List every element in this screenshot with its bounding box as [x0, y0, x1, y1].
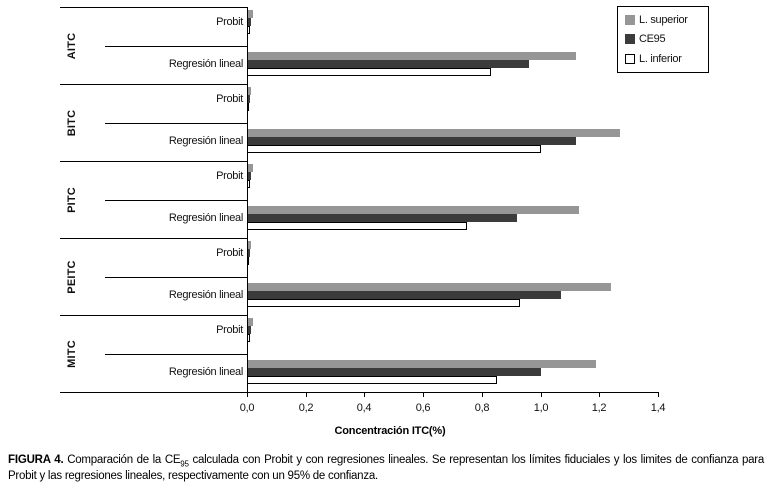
bar-l-superior: [247, 52, 576, 60]
bar-l-inferior: [247, 68, 491, 76]
group-label-peitc: PEITC: [66, 260, 78, 294]
row-label: Regresión lineal: [168, 212, 243, 224]
plot-top-border: [60, 7, 247, 8]
bar-ce95: [247, 326, 251, 334]
legend-label: L. inferior: [639, 53, 682, 66]
bar-ce95: [247, 95, 250, 103]
bar-l-superior: [247, 283, 611, 291]
x-axis-tick: [423, 392, 424, 397]
y-axis-line: [247, 7, 248, 392]
bar-ce95: [247, 291, 561, 299]
row-separator-line: [105, 123, 247, 124]
row-label: Probit: [216, 16, 243, 28]
row-label: Probit: [216, 324, 243, 336]
bar-l-superior: [247, 87, 251, 95]
group-label-pitc: PITC: [66, 187, 78, 213]
group-label-mitc: MITC: [66, 340, 78, 368]
legend-item: L. inferior: [618, 53, 708, 65]
row-separator-line: [105, 354, 247, 355]
group-separator-line: [60, 84, 247, 85]
row-separator-line: [105, 46, 247, 47]
legend-swatch-icon: [625, 54, 635, 65]
group-separator-line: [60, 315, 247, 316]
row-label: Regresión lineal: [168, 135, 243, 147]
bar-l-superior: [247, 318, 253, 326]
figure-caption: FIGURA 4. Comparación de la CE95 calcula…: [8, 453, 764, 485]
group-separator-line: [60, 238, 247, 239]
legend-label: L. superior: [639, 13, 688, 26]
bar-ce95: [247, 18, 251, 26]
legend-swatch-icon: [625, 34, 635, 45]
x-tick-label: 1,4: [650, 402, 666, 414]
x-axis-tick: [541, 392, 542, 397]
x-tick-label: 0,6: [415, 402, 431, 414]
x-tick-label: 1,0: [533, 402, 549, 414]
bar-l-inferior: [247, 222, 467, 230]
x-axis-line: [60, 392, 658, 393]
x-tick-label: 0,0: [239, 402, 255, 414]
bar-chart: Concentración ITC(%) L. superior CE95 L. i…: [60, 6, 709, 437]
x-tick-label: 0,4: [356, 402, 372, 414]
legend-item: CE95: [618, 33, 708, 45]
bar-l-superior: [247, 360, 596, 368]
row-label: Probit: [216, 247, 243, 259]
group-label-bitc: BITC: [66, 109, 78, 137]
row-separator-line: [105, 277, 247, 278]
row-separator-line: [105, 200, 247, 201]
bar-l-superior: [247, 129, 620, 137]
caption-figure-number: FIGURA 4.: [8, 454, 64, 466]
legend-swatch-icon: [625, 14, 635, 25]
row-label: Regresión lineal: [168, 289, 243, 301]
x-axis-title: Concentración ITC(%): [334, 425, 446, 437]
row-label: Regresión lineal: [168, 58, 243, 70]
x-tick-label: 0,8: [474, 402, 490, 414]
caption-text-after-subscript: calculada con Probit y con regresiones l…: [8, 454, 764, 482]
bar-ce95: [247, 368, 541, 376]
bar-l-inferior: [247, 145, 541, 153]
bar-ce95: [247, 172, 251, 180]
caption-text-before-subscript: Comparación de la CE: [63, 454, 181, 466]
x-axis-tick: [364, 392, 365, 397]
bar-l-superior: [247, 164, 253, 172]
x-tick-label: 0,2: [298, 402, 314, 414]
row-label: Regresión lineal: [168, 366, 243, 378]
chart-legend: L. superior CE95 L. inferior: [617, 6, 709, 73]
bar-l-superior: [247, 241, 251, 249]
x-tick-label: 1,2: [591, 402, 607, 414]
x-axis-tick: [599, 392, 600, 397]
legend-label: CE95: [639, 33, 666, 46]
bar-ce95: [247, 249, 250, 257]
x-axis-tick: [306, 392, 307, 397]
group-separator-line: [60, 161, 247, 162]
row-label: Probit: [216, 93, 243, 105]
x-axis-tick: [658, 392, 659, 397]
caption-subscript: 95: [180, 459, 189, 469]
row-label: Probit: [216, 170, 243, 182]
bar-l-superior: [247, 10, 253, 18]
bar-ce95: [247, 137, 576, 145]
group-label-aitc: AITC: [66, 32, 78, 60]
legend-item: L. superior: [618, 14, 708, 26]
bar-l-inferior: [247, 299, 520, 307]
bar-ce95: [247, 214, 517, 222]
x-axis-tick: [247, 392, 248, 397]
bar-l-inferior: [247, 376, 497, 384]
bar-ce95: [247, 60, 529, 68]
bar-l-superior: [247, 206, 579, 214]
x-axis-tick: [482, 392, 483, 397]
